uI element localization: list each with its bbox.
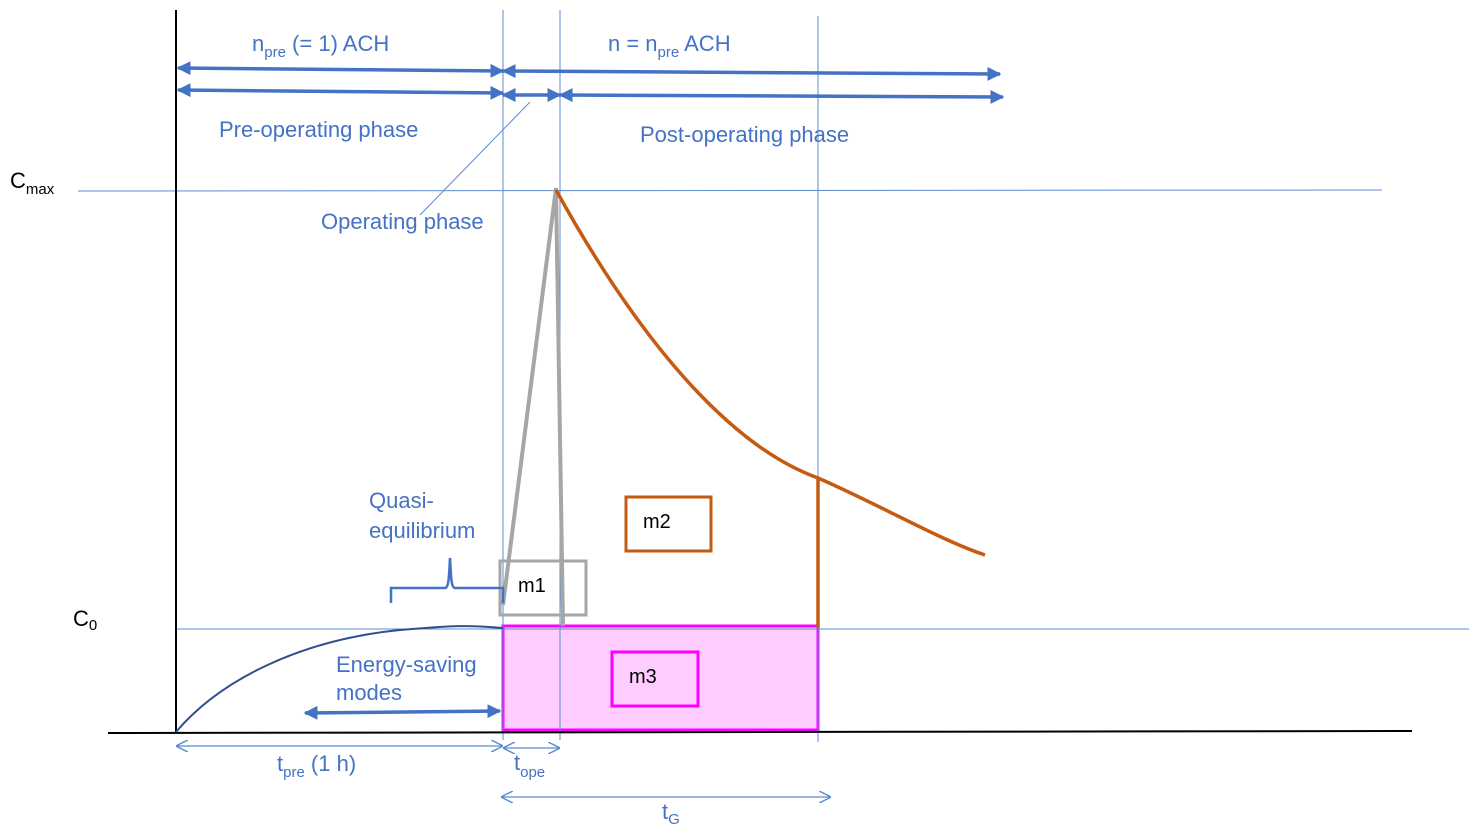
pre-phase-arrow (176, 83, 505, 100)
quasi-label-line2: equilibrium (369, 518, 475, 543)
npre-arrow (176, 61, 505, 78)
m3-region (501, 624, 820, 732)
post-phase-arrow (558, 88, 1005, 104)
operating-phase-label: Operating phase (321, 209, 484, 234)
x-axis (107, 730, 1413, 734)
m2-box (624, 495, 713, 553)
m2-label: m2 (643, 511, 671, 533)
operating-rise-lines (501, 187, 565, 627)
m3-box (610, 650, 700, 708)
pre-operating-curve (175, 625, 504, 733)
c-max-line (77, 189, 1383, 192)
c0-label: C0 (73, 606, 97, 634)
npost-label: n = npre ACH (608, 31, 731, 61)
decay-curve (554, 189, 986, 557)
pre-operating-phase-label: Pre-operating phase (219, 117, 418, 142)
t-pre-label: tpre (1 h) (277, 751, 356, 781)
post-operating-phase-label: Post-operating phase (640, 122, 849, 147)
quasi-equilibrium-brace (389, 557, 505, 603)
energy-saving-arrow (303, 704, 502, 720)
npost-arrow (501, 64, 1002, 81)
t-ope-label: tope (514, 750, 545, 781)
npre-label: npre (= 1) ACH (252, 31, 389, 61)
m1-label: m1 (518, 575, 546, 597)
energy-saving-label-line2: modes (336, 680, 402, 705)
operating-phase-leader (419, 101, 531, 216)
m3-label: m3 (629, 666, 657, 688)
energy-saving-label-line1: Energy-saving (336, 652, 477, 677)
quasi-label-line1: Quasi- (369, 488, 434, 513)
c-max-label: Cmax (10, 168, 55, 198)
t-g-label: tG (662, 799, 680, 828)
